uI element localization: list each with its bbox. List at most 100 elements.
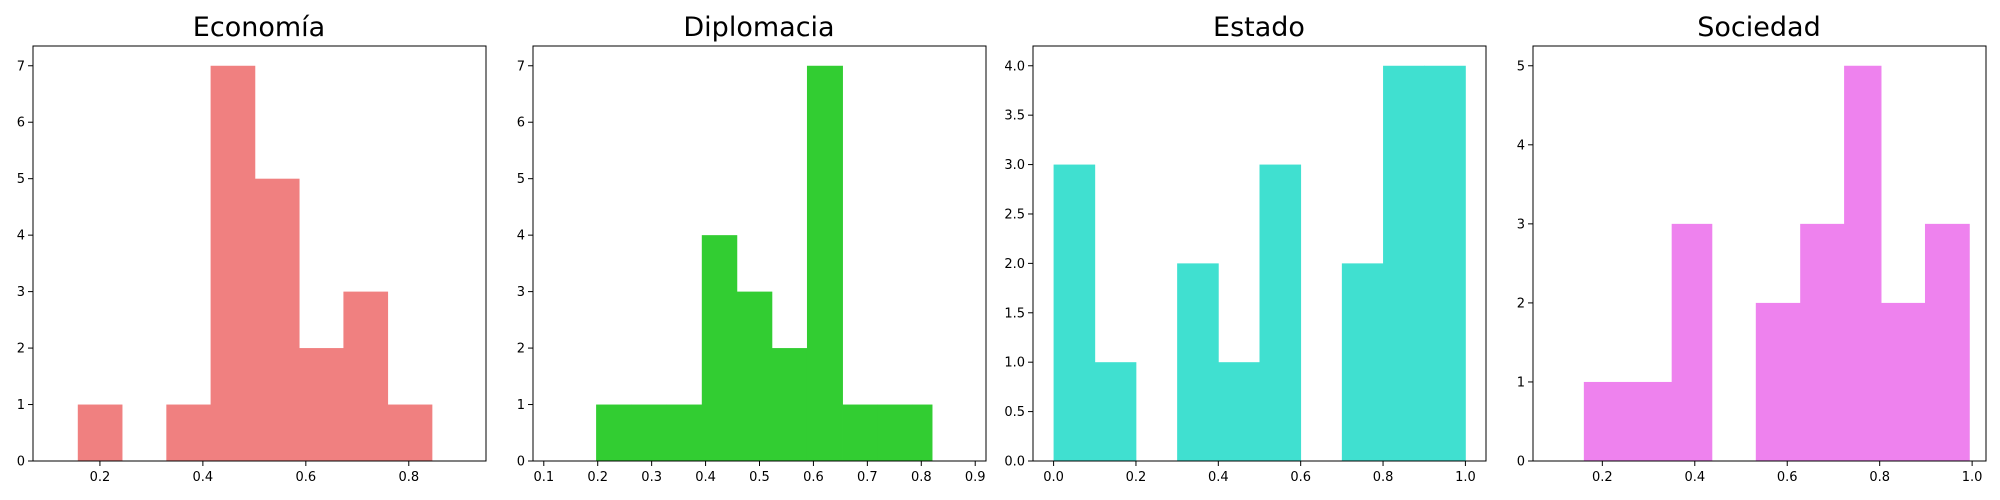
axes-frame: [32, 45, 487, 462]
y-tick-label: 5: [1517, 59, 1525, 74]
histogram-bar: [1924, 223, 1970, 461]
histogram-bar: [1881, 302, 1926, 461]
histogram-bar: [912, 404, 933, 461]
y-tick-label: 2: [17, 342, 25, 357]
histogram-bar: [1424, 65, 1466, 461]
x-tick-label: 0.8: [911, 470, 932, 485]
histogram-bar: [1627, 381, 1673, 461]
y-tick-label: 7: [17, 59, 25, 74]
axes-frame: [1032, 45, 1487, 462]
y-tick-label: 0.0: [1004, 455, 1025, 470]
x-tick-label: 0.2: [587, 470, 608, 485]
x-tick-label: 0.4: [1684, 470, 1705, 485]
histogram-bar: [343, 291, 389, 461]
y-tick-label: 7: [517, 59, 525, 74]
histogram-bar: [1053, 164, 1096, 461]
histogram-bar: [1755, 302, 1801, 461]
y-tick-label: 1: [517, 398, 525, 413]
histogram-bar: [254, 178, 300, 461]
histogram-bar: [1800, 223, 1845, 461]
y-tick-label: 4.0: [1004, 59, 1025, 74]
panel-title: Economía: [193, 12, 325, 43]
histogram-bar: [1177, 263, 1219, 461]
histogram-bar: [806, 65, 843, 461]
y-tick-label: 5: [17, 172, 25, 187]
x-tick-label: 0.0: [1043, 470, 1064, 485]
x-tick-label: 0.3: [641, 470, 662, 485]
histogram-bar: [1094, 362, 1137, 461]
y-tick-label: 0: [1517, 455, 1525, 470]
histogram-bar: [631, 404, 667, 461]
axes-frame: [532, 45, 987, 462]
y-tick-label: 4: [517, 229, 525, 244]
y-tick-label: 3: [17, 285, 25, 300]
histogram-bar: [1671, 223, 1713, 461]
y-tick-label: 2.5: [1004, 207, 1025, 222]
x-tick-label: 1.0: [1962, 470, 1983, 485]
x-tick-label: 0.2: [1126, 470, 1147, 485]
x-tick-label: 0.6: [1777, 470, 1798, 485]
histogram-bar: [596, 404, 632, 461]
histogram-bar: [1218, 362, 1260, 461]
x-tick-label: 0.4: [695, 470, 716, 485]
x-tick-label: 0.9: [965, 470, 986, 485]
histogram-bar: [666, 404, 703, 461]
y-tick-label: 1.0: [1004, 356, 1025, 371]
histogram-bar: [1259, 164, 1302, 461]
x-tick-label: 0.4: [193, 470, 214, 485]
panel-diplomacia: Diplomacia 0.1 0.2 0.3 0.4 0.5 0.6 0.7 0.8 0.9 0 1…: [517, 12, 987, 485]
y-tick-label: 6: [17, 116, 25, 131]
x-tick-label: 0.8: [1373, 470, 1394, 485]
panel-estado: Estado 0.0 0.2 0.4 0.6 0.8 1.0 0.0 0.5 1.0 1.5 2.0…: [1004, 12, 1487, 485]
x-tick-label: 0.2: [1592, 470, 1613, 485]
y-tick-label: 0: [517, 455, 525, 470]
histogram-bar: [1383, 65, 1425, 461]
x-tick-label: 0.5: [749, 470, 770, 485]
x-tick-label: 0.8: [398, 470, 419, 485]
y-tick-label: 5: [517, 172, 525, 187]
panel-economia: Economía 0.2 0.4 0.6 0.8 0 1 2 3 4 5 6 7: [17, 12, 487, 485]
panel-title: Estado: [1213, 12, 1305, 43]
x-tick-label: 0.2: [90, 470, 111, 485]
histogram-bar: [299, 348, 344, 461]
y-tick-label: 1.5: [1004, 306, 1025, 321]
y-tick-label: 1: [17, 398, 25, 413]
axes-frame: [1532, 45, 1987, 462]
y-tick-label: 1: [1517, 375, 1525, 390]
histogram-bar: [736, 291, 773, 461]
y-tick-label: 3.5: [1004, 109, 1025, 124]
x-tick-label: 1.0: [1455, 470, 1476, 485]
x-tick-label: 0.6: [1290, 470, 1311, 485]
histogram-bar: [166, 404, 211, 461]
histogram-bar: [210, 65, 256, 461]
y-tick-label: 2: [517, 342, 525, 357]
histogram-bar: [1844, 65, 1882, 461]
y-tick-label: 0: [17, 455, 25, 470]
y-tick-label: 0.5: [1004, 405, 1025, 420]
y-tick-label: 4: [17, 229, 25, 244]
y-tick-label: 3: [1517, 217, 1525, 232]
panel-title: Diplomacia: [683, 12, 834, 43]
panel-sociedad: Sociedad 0.2 0.4 0.6 0.8 1.0 0 1 2 3 4 5: [1517, 12, 1987, 485]
histogram-bar: [387, 404, 433, 461]
y-tick-label: 4: [1517, 138, 1525, 153]
y-tick-label: 3: [517, 285, 525, 300]
y-tick-label: 2: [1517, 296, 1525, 311]
histogram-bar: [877, 404, 914, 461]
x-tick-label: 0.6: [803, 470, 824, 485]
histogram-bar: [1583, 381, 1629, 461]
panel-title: Sociedad: [1697, 12, 1820, 43]
y-tick-label: 2.0: [1004, 257, 1025, 272]
x-tick-label: 0.8: [1869, 470, 1890, 485]
y-tick-label: 6: [517, 116, 525, 131]
x-tick-label: 0.4: [1208, 470, 1229, 485]
histogram-bar: [77, 404, 123, 461]
x-tick-label: 0.1: [533, 470, 554, 485]
histogram-bar: [771, 348, 808, 461]
y-tick-label: 3.0: [1004, 158, 1025, 173]
x-tick-label: 0.7: [857, 470, 878, 485]
histogram-bar: [842, 404, 878, 461]
histogram-bar: [701, 235, 738, 461]
x-tick-label: 0.6: [295, 470, 316, 485]
